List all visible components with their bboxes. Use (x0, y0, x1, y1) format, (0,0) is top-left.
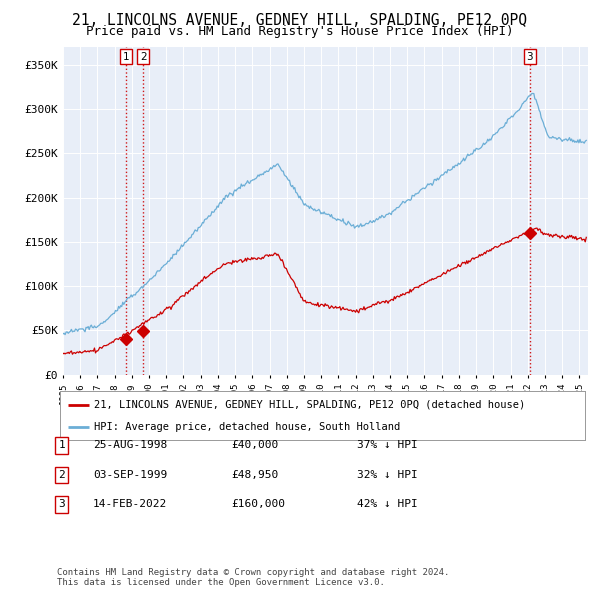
Text: Contains HM Land Registry data © Crown copyright and database right 2024.
This d: Contains HM Land Registry data © Crown c… (57, 568, 449, 587)
Text: 21, LINCOLNS AVENUE, GEDNEY HILL, SPALDING, PE12 0PQ: 21, LINCOLNS AVENUE, GEDNEY HILL, SPALDI… (73, 13, 527, 28)
Text: 3: 3 (58, 500, 65, 509)
Text: 42% ↓ HPI: 42% ↓ HPI (357, 500, 418, 509)
Text: 1: 1 (122, 52, 129, 61)
Text: 37% ↓ HPI: 37% ↓ HPI (357, 441, 418, 450)
Text: HPI: Average price, detached house, South Holland: HPI: Average price, detached house, Sout… (94, 422, 400, 432)
Text: £160,000: £160,000 (231, 500, 285, 509)
Text: £48,950: £48,950 (231, 470, 278, 480)
Text: 32% ↓ HPI: 32% ↓ HPI (357, 470, 418, 480)
Text: £40,000: £40,000 (231, 441, 278, 450)
Text: 3: 3 (527, 52, 533, 61)
Text: 1: 1 (58, 441, 65, 450)
Text: Price paid vs. HM Land Registry's House Price Index (HPI): Price paid vs. HM Land Registry's House … (86, 25, 514, 38)
Text: 03-SEP-1999: 03-SEP-1999 (93, 470, 167, 480)
Text: 25-AUG-1998: 25-AUG-1998 (93, 441, 167, 450)
Text: 2: 2 (140, 52, 146, 61)
Text: 14-FEB-2022: 14-FEB-2022 (93, 500, 167, 509)
Text: 21, LINCOLNS AVENUE, GEDNEY HILL, SPALDING, PE12 0PQ (detached house): 21, LINCOLNS AVENUE, GEDNEY HILL, SPALDI… (94, 399, 526, 409)
Text: 2: 2 (58, 470, 65, 480)
